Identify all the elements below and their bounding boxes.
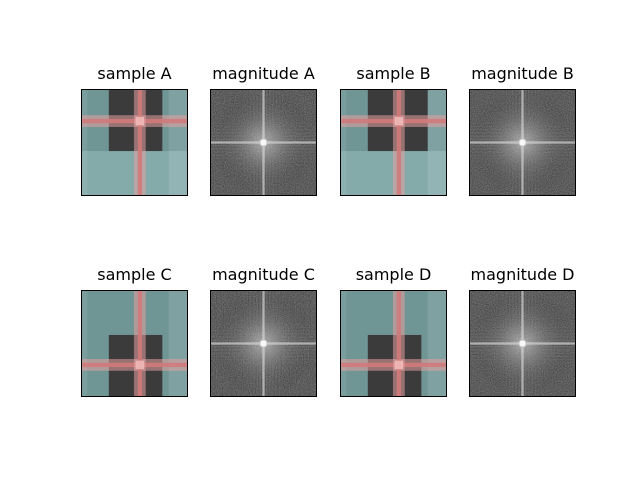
plaid-c-side-column [81,290,88,397]
panel-spectrum-c: magnitude C [210,265,317,397]
plaid-d-stripe-cross [394,360,404,370]
panel-frame-plaid-a [81,89,188,196]
panel-plaid-d: sample D [340,265,447,397]
plaid-a-stripe-v [137,89,142,196]
panel-title-plaid-a: sample A [97,64,171,83]
plaid-b-side-column [427,89,447,196]
panel-spectrum-b: magnitude B [469,64,576,196]
panel-plaid-b: sample B [340,64,447,196]
panel-title-plaid-c: sample C [97,265,171,284]
plaid-d-side-column [340,290,347,397]
plaid-a-side-column [168,89,188,196]
panel-frame-plaid-b [340,89,447,196]
panel-frame-spectrum-c [210,290,317,397]
spectrum-d-dc-peak [519,340,526,347]
panel-title-plaid-b: sample B [356,64,430,83]
panel-title-plaid-d: sample D [356,265,432,284]
panel-title-spectrum-d: magnitude D [471,265,575,284]
plaid-c-side-column [168,290,188,397]
spectrum-b-dc-peak [519,139,526,146]
panel-spectrum-d: magnitude D [469,265,576,397]
panel-frame-spectrum-a [210,89,317,196]
plaid-a-side-column [81,89,88,196]
plaid-b-stripe-v [396,89,401,196]
plaid-d-side-column [427,290,447,397]
panel-frame-spectrum-b [469,89,576,196]
panel-plaid-c: sample C [81,265,188,397]
plaid-b-side-column [340,89,347,196]
panel-frame-plaid-d [340,290,447,397]
plaid-c-stripe-cross [135,360,145,370]
panel-frame-plaid-c [81,290,188,397]
panel-title-spectrum-b: magnitude B [471,64,574,83]
panel-title-spectrum-a: magnitude A [212,64,315,83]
panel-grid: sample A magnitude A sample B magnitude B sa… [81,64,576,397]
plaid-a-stripe-cross [135,116,145,126]
spectrum-c-dc-peak [260,340,267,347]
plaid-d-stripe-v [396,290,401,397]
plaid-b-stripe-cross [394,116,404,126]
panel-title-spectrum-c: magnitude C [212,265,315,284]
panel-plaid-a: sample A [81,64,188,196]
spectrum-a-dc-peak [260,139,267,146]
panel-spectrum-a: magnitude A [210,64,317,196]
plaid-c-stripe-v [137,290,142,397]
panel-frame-spectrum-d [469,290,576,397]
